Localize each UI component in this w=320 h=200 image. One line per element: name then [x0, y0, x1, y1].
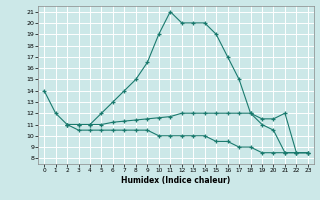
X-axis label: Humidex (Indice chaleur): Humidex (Indice chaleur) [121, 176, 231, 185]
